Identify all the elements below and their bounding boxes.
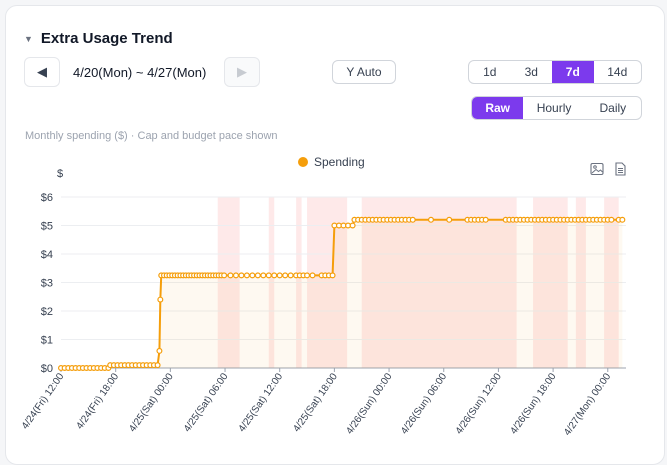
spending-point <box>608 216 615 223</box>
spending-point <box>304 272 311 279</box>
spending-point <box>227 272 234 279</box>
x-tick-label: 4/25(Sat) 00:00 <box>127 371 176 434</box>
spending-point <box>238 272 245 279</box>
legend-label: Spending <box>314 155 365 169</box>
next-range-button[interactable]: ▶ <box>224 57 260 87</box>
spending-point <box>349 222 356 229</box>
x-tick-label: 4/25(Sat) 18:00 <box>291 371 340 434</box>
range-option-3d[interactable]: 3d <box>524 65 538 79</box>
y-tick-label: $4 <box>41 249 53 261</box>
x-tick-label: 4/25(Sat) 06:00 <box>182 371 231 434</box>
chart-legend[interactable]: Spending <box>298 155 365 169</box>
x-tick-label: 4/26(Sun) 06:00 <box>399 371 449 436</box>
y-auto-button[interactable]: Y Auto <box>332 60 396 84</box>
spending-point <box>409 216 416 223</box>
x-tick-label: 4/26(Sun) 12:00 <box>454 371 504 436</box>
mode-option-daily[interactable]: Daily <box>599 101 627 115</box>
mode-selector: Raw Hourly Daily <box>471 96 642 120</box>
spending-point <box>221 272 228 279</box>
spending-point <box>260 272 267 279</box>
spending-point <box>271 272 278 279</box>
chart-subtitle: Monthly spending ($) · Cap and budget pa… <box>25 130 278 142</box>
range-selector: 1d 3d 7d 14d <box>468 60 642 84</box>
spending-point <box>254 272 261 279</box>
card-header: ▼ Extra Usage Trend <box>24 30 173 47</box>
range-option-1d[interactable]: 1d <box>483 65 497 79</box>
spending-point <box>282 272 289 279</box>
range-option-14d[interactable]: 14d <box>607 65 628 79</box>
y-tick-label: $3 <box>41 278 53 290</box>
spending-area <box>61 219 623 368</box>
x-tick-label: 4/26(Sun) 18:00 <box>508 371 558 436</box>
prev-range-button[interactable]: ◀ <box>24 57 60 87</box>
spending-point <box>446 216 453 223</box>
image-icon[interactable] <box>590 162 604 176</box>
x-tick-label: 4/25(Sat) 12:00 <box>237 371 286 434</box>
mode-option-raw[interactable]: Raw <box>472 97 524 119</box>
arrow-left-icon: ◀ <box>37 64 47 79</box>
range-option-7d[interactable]: 7d <box>552 61 594 83</box>
document-icon[interactable] <box>613 162 627 176</box>
y-tick-label: $1 <box>41 335 53 347</box>
spending-point <box>243 272 250 279</box>
y-tick-label: $6 <box>41 192 53 204</box>
y-axis-unit: $ <box>57 168 64 180</box>
x-tick-label: 4/26(Sun) 00:00 <box>344 371 394 436</box>
spending-point <box>276 272 283 279</box>
spending-point <box>482 216 489 223</box>
spending-point <box>156 347 163 354</box>
spending-point <box>265 272 272 279</box>
spending-point <box>619 216 626 223</box>
spending-point <box>287 272 294 279</box>
x-tick-label: 4/24(Fri) 12:00 <box>20 371 67 431</box>
card-title: Extra Usage Trend <box>40 30 173 47</box>
x-tick-label: 4/24(Fri) 18:00 <box>75 371 122 431</box>
y-tick-label: $5 <box>41 221 53 233</box>
legend-swatch <box>298 157 308 167</box>
spending-point <box>232 272 239 279</box>
x-tick-label: 4/27(Mon) 00:00 <box>562 371 613 438</box>
caret-down-icon[interactable]: ▼ <box>24 33 33 44</box>
spending-point <box>329 272 336 279</box>
arrow-right-icon: ▶ <box>237 64 247 79</box>
y-tick-label: $0 <box>41 363 53 375</box>
spending-point <box>157 296 164 303</box>
date-range-label: 4/20(Mon) ~ 4/27(Mon) <box>73 65 207 80</box>
y-tick-label: $2 <box>41 306 53 318</box>
mode-option-hourly[interactable]: Hourly <box>536 101 572 115</box>
spending-point <box>154 362 161 369</box>
spending-point <box>249 272 256 279</box>
spending-point <box>309 272 316 279</box>
spending-point <box>427 216 434 223</box>
